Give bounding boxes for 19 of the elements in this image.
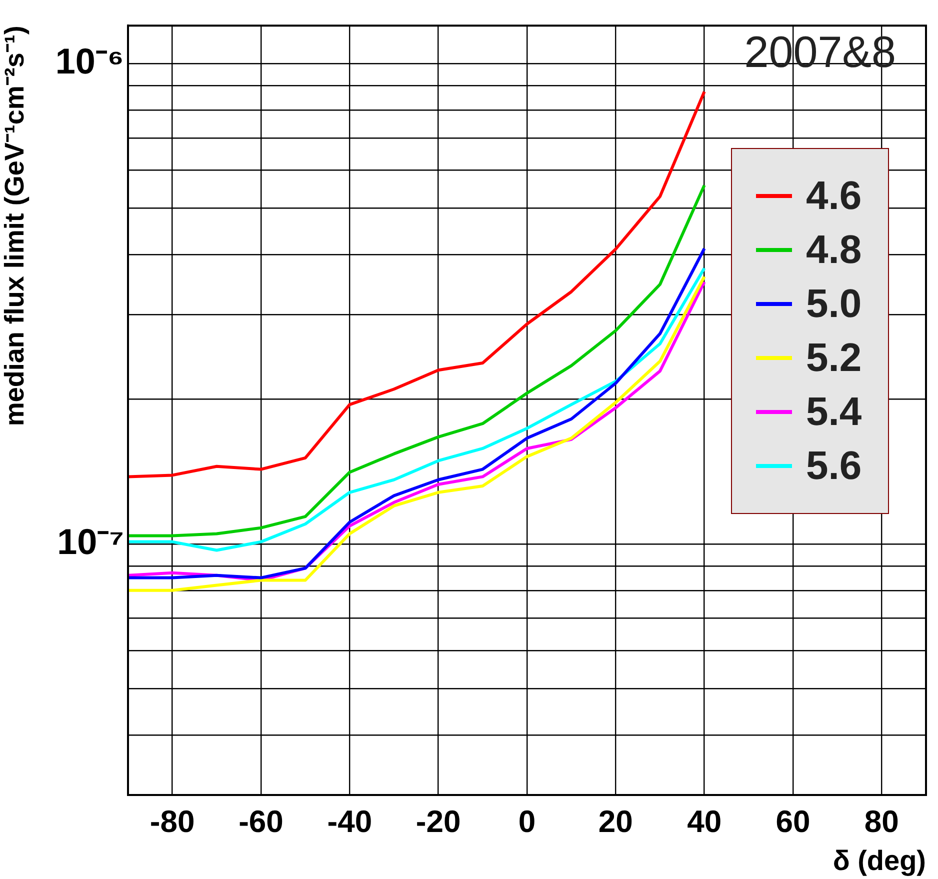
x-axis-title: δ (deg)	[832, 844, 926, 876]
x-tick-label: 20	[598, 804, 633, 840]
x-tick-label: -40	[327, 804, 372, 840]
x-tick-label: 0	[518, 804, 536, 840]
y-tick-label: 10⁻⁷	[57, 520, 124, 562]
legend-label: 5.6	[806, 444, 862, 488]
legend-label: 4.6	[806, 174, 862, 218]
x-tick-label: -60	[238, 804, 284, 840]
x-tick-label: -80	[150, 804, 195, 840]
x-tick-label: 60	[776, 804, 810, 840]
legend-label: 5.2	[806, 336, 862, 380]
legend-label: 5.0	[806, 282, 862, 326]
x-tick-label: 80	[864, 804, 899, 840]
x-tick-label: 40	[687, 804, 722, 840]
y-tick-label: 10⁻⁶	[55, 40, 124, 82]
legend-label: 4.8	[806, 228, 862, 272]
y-axis-title: median flux limit (GeV⁻¹cm⁻²s⁻¹)	[0, 26, 30, 426]
legend-label: 5.4	[806, 390, 862, 434]
x-tick-label: -20	[416, 804, 461, 840]
